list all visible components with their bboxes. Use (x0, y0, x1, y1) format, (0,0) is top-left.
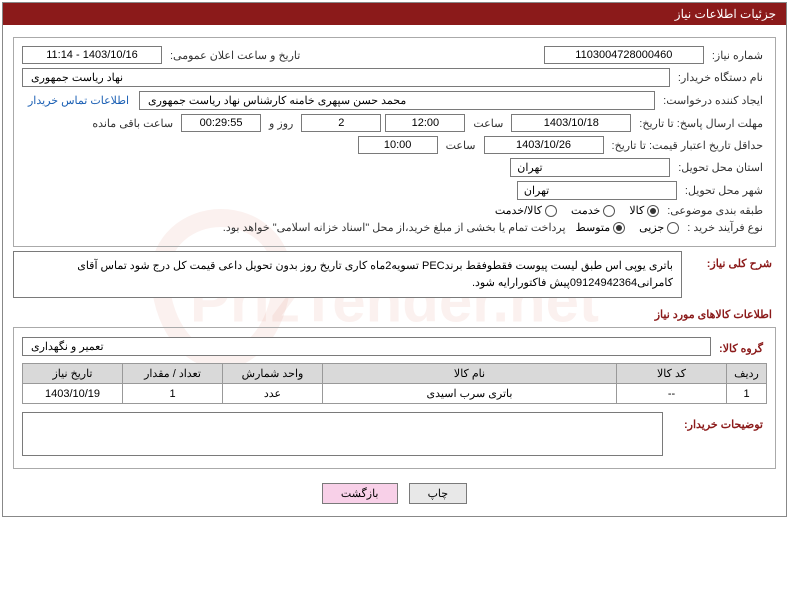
cell-qty: 1 (123, 384, 223, 404)
radio-icon (545, 205, 557, 217)
main-fieldset: شماره نیاز: 1103004728000460 تاریخ و ساع… (13, 37, 776, 247)
buyer-notes-text (22, 412, 663, 456)
classify-opt3[interactable]: کالا/خدمت (495, 204, 557, 217)
col-name: نام کالا (323, 364, 617, 384)
contact-link[interactable]: اطلاعات تماس خریدار (22, 94, 135, 107)
col-unit: واحد شمارش (223, 364, 323, 384)
items-table: ردیف کد کالا نام کالا واحد شمارش تعداد /… (22, 363, 767, 404)
table-header-row: ردیف کد کالا نام کالا واحد شمارش تعداد /… (23, 364, 767, 384)
city-field: تهران (517, 181, 677, 200)
classify-opt2[interactable]: خدمت (571, 204, 615, 217)
classify-opt2-label: خدمت (571, 204, 600, 217)
min-validity-date: 1403/10/26 (484, 136, 604, 154)
city-label: شهر محل تحویل: (681, 184, 767, 197)
button-row: چاپ بازگشت (13, 473, 776, 508)
desc-text: باتری یوپی اس طبق لیست پیوست فقطوفقط برن… (13, 251, 682, 298)
cell-row: 1 (727, 384, 767, 404)
deadline-send-time: 12:00 (385, 114, 465, 132)
process-label: نوع فرآیند خرید : (683, 221, 767, 234)
desc-label: شرح کلی نیاز: (686, 251, 776, 272)
remain-days: 2 (301, 114, 381, 132)
announce-label: تاریخ و ساعت اعلان عمومی: (166, 49, 304, 62)
requester-label: ایجاد کننده درخواست: (659, 94, 767, 107)
col-code: کد کالا (617, 364, 727, 384)
radio-icon (613, 222, 625, 234)
process-opt2[interactable]: متوسط (576, 221, 626, 234)
min-validity-time-label: ساعت (442, 139, 480, 152)
buyer-org-label: نام دستگاه خریدار: (674, 71, 767, 84)
remain-days-label: روز و (265, 117, 297, 130)
deadline-send-label: مهلت ارسال پاسخ: تا تاریخ: (635, 117, 767, 130)
items-section-label: اطلاعات کالاهای مورد نیاز (13, 302, 776, 323)
buyer-org-field: نهاد ریاست جمهوری (22, 68, 670, 87)
classify-group: کالا خدمت کالا/خدمت (495, 204, 659, 217)
min-validity-time: 10:00 (358, 136, 438, 154)
process-opt1[interactable]: جزیی (639, 221, 679, 234)
remain-time-label: ساعت باقی مانده (88, 117, 177, 130)
province-field: تهران (510, 158, 670, 177)
buyer-notes-label: توضیحات خریدار: (667, 412, 767, 433)
radio-icon (647, 205, 659, 217)
table-row: 1--باتری سرب اسیدیعدد11403/10/19 (23, 384, 767, 404)
process-opt2-label: متوسط (576, 221, 611, 234)
need-number-field: 1103004728000460 (544, 46, 704, 64)
back-button[interactable]: بازگشت (322, 483, 398, 504)
radio-icon (667, 222, 679, 234)
process-note: پرداخت تمام یا بخشی از مبلغ خرید،از محل … (217, 221, 572, 234)
page-title: جزئیات اطلاعات نیاز (675, 7, 776, 21)
process-group: جزیی متوسط (576, 221, 680, 234)
cell-name: باتری سرب اسیدی (323, 384, 617, 404)
classify-opt3-label: کالا/خدمت (495, 204, 542, 217)
classify-opt1-label: کالا (629, 204, 644, 217)
min-validity-label: حداقل تاریخ اعتبار قیمت: تا تاریخ: (608, 139, 767, 152)
cell-date: 1403/10/19 (23, 384, 123, 404)
group-field: تعمیر و نگهداری (22, 337, 711, 356)
deadline-send-date: 1403/10/18 (511, 114, 631, 132)
radio-icon (603, 205, 615, 217)
need-number-label: شماره نیاز: (708, 49, 767, 62)
col-qty: تعداد / مقدار (123, 364, 223, 384)
deadline-send-time-label: ساعت (469, 117, 507, 130)
classify-opt1[interactable]: کالا (629, 204, 659, 217)
col-date: تاریخ نیاز (23, 364, 123, 384)
col-row: ردیف (727, 364, 767, 384)
process-opt1-label: جزیی (639, 221, 664, 234)
group-label: گروه کالا: (715, 336, 767, 357)
announce-field: 1403/10/16 - 11:14 (22, 46, 162, 64)
province-label: استان محل تحویل: (674, 161, 767, 174)
cell-unit: عدد (223, 384, 323, 404)
cell-code: -- (617, 384, 727, 404)
print-button[interactable]: چاپ (409, 483, 468, 504)
requester-field: محمد حسن سپهری خامنه کارشناس نهاد ریاست … (139, 91, 655, 110)
remain-time: 00:29:55 (181, 114, 261, 132)
classify-label: طبقه بندی موضوعی: (663, 204, 767, 217)
items-fieldset: گروه کالا: تعمیر و نگهداری ردیف کد کالا … (13, 327, 776, 469)
main-container: جزئیات اطلاعات نیاز شماره نیاز: 11030047… (2, 2, 787, 517)
title-bar: جزئیات اطلاعات نیاز (3, 3, 786, 25)
